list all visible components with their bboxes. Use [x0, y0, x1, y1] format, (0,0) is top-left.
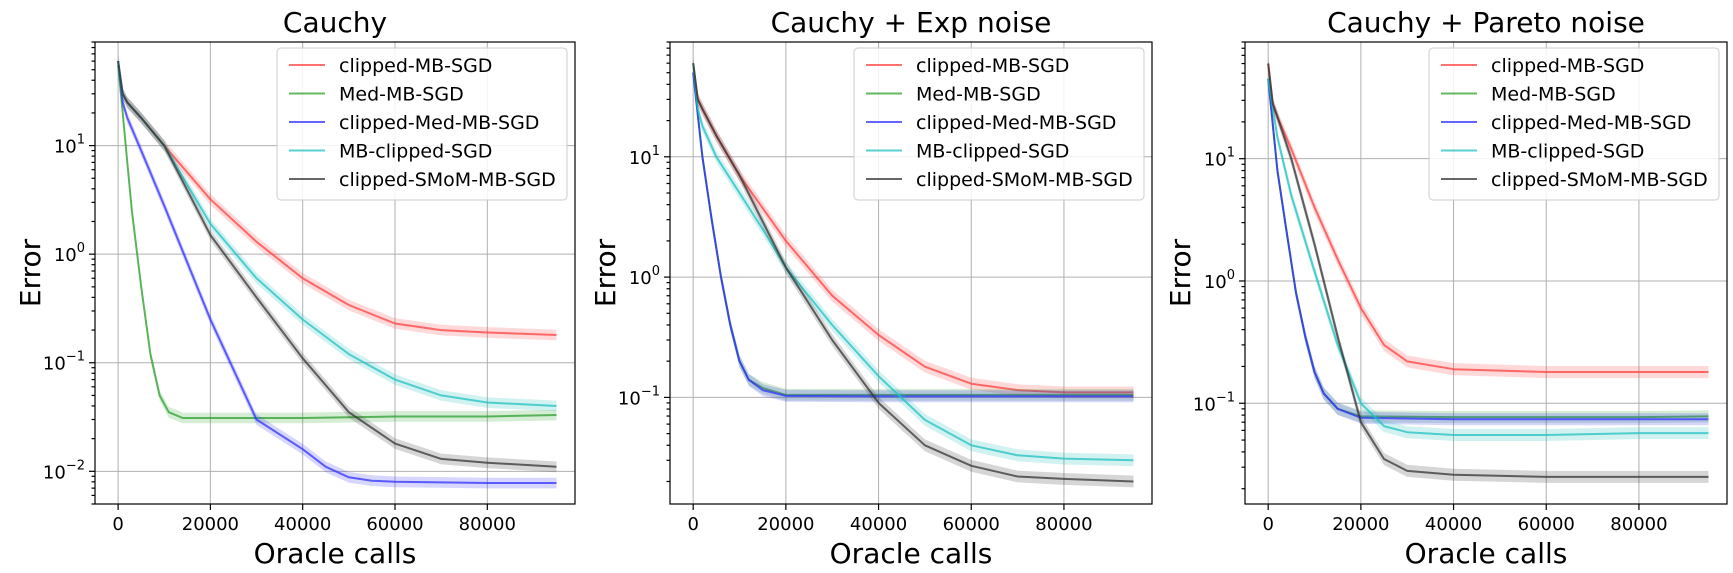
legend-label: Med-MB-SGD: [916, 84, 1041, 106]
legend-label: clipped-SMoM-MB-SGD: [1491, 169, 1708, 191]
series-line-clipped-med-mb-sgd: [117, 60, 557, 484]
series-line-clipped-smom-mb-sgd: [692, 63, 1134, 483]
legend-label: clipped-SMoM-MB-SGD: [916, 169, 1133, 191]
y-tick-label: 10−1: [1193, 390, 1235, 415]
series-line-clipped-smom-mb-sgd: [1267, 63, 1709, 478]
y-tick-label: 10−1: [43, 350, 85, 375]
series-line-mb-clipped-sgd: [692, 63, 1134, 462]
x-tick-label: 80000: [1610, 514, 1667, 535]
y-tick-label: 10−2: [43, 458, 85, 483]
x-axis-label: Oracle calls: [1405, 537, 1568, 570]
x-tick-label: 40000: [1425, 514, 1482, 535]
x-tick-label: 0: [112, 514, 123, 535]
legend-label: clipped-Med-MB-SGD: [916, 112, 1116, 134]
series-band-mb-clipped-sgd: [118, 55, 557, 412]
series-line-clipped-med-mb-sgd: [1267, 78, 1709, 421]
y-tick-label: 100: [54, 241, 85, 266]
legend-label: clipped-Med-MB-SGD: [339, 112, 539, 134]
chart-panel-2: Cauchy + Exp noise 0 20000 40000 60000 80000 1…: [589, 6, 1153, 570]
series-line-med-mb-sgd: [117, 65, 557, 419]
legend-label: clipped-SMoM-MB-SGD: [339, 169, 556, 191]
chart-title: Cauchy: [283, 6, 387, 39]
plot-frame: [1244, 41, 1728, 505]
y-tick-label: 100: [629, 264, 660, 289]
plot-frame: [94, 41, 576, 505]
legend-box: [276, 47, 568, 201]
x-tick-label: 0: [687, 514, 698, 535]
x-tick-label: 20000: [182, 514, 239, 535]
x-tick-label: 40000: [850, 514, 907, 535]
x-tick-label: 20000: [1332, 514, 1389, 535]
chart-title: Cauchy + Pareto noise: [1327, 6, 1645, 39]
legend-label: clipped-Med-MB-SGD: [1491, 112, 1691, 134]
y-axis-label: Error: [589, 238, 622, 307]
y-axis-label: Error: [1164, 238, 1197, 307]
legend-label: MB-clipped-SGD: [339, 141, 492, 163]
legend-box: [1428, 47, 1720, 201]
legend: clipped-MB-SGD Med-MB-SGD clipped-Med-MB-S…: [276, 47, 568, 201]
y-tick-label: 10−1: [618, 384, 660, 409]
x-axis-label: Oracle calls: [254, 537, 417, 570]
x-tick-label: 80000: [1035, 514, 1092, 535]
x-tick-label: 20000: [757, 514, 814, 535]
series-line-clipped-med-mb-sgd: [692, 72, 1134, 398]
series-line-mb-clipped-sgd: [1267, 78, 1709, 436]
y-tick-label: 100: [1204, 268, 1235, 293]
y-tick-label: 101: [54, 133, 85, 158]
x-tick-label: 0: [1262, 514, 1273, 535]
chart-title: Cauchy + Exp noise: [771, 6, 1052, 39]
legend-label: MB-clipped-SGD: [916, 141, 1069, 163]
x-tick-label: 60000: [1518, 514, 1575, 535]
y-axis-label: Error: [14, 238, 47, 307]
x-axis-label: Oracle calls: [830, 537, 993, 570]
series-line-clipped-smom-mb-sgd: [117, 60, 557, 468]
legend-label: clipped-MB-SGD: [916, 55, 1069, 77]
legend: clipped-MB-SGD Med-MB-SGD clipped-Med-MB-S…: [853, 47, 1145, 201]
x-tick-label: 40000: [274, 514, 331, 535]
legend-label: MB-clipped-SGD: [1491, 141, 1644, 163]
legend-box: [853, 47, 1145, 201]
legend-label: Med-MB-SGD: [1491, 84, 1616, 106]
plot-frame: [669, 41, 1153, 505]
legend-label: clipped-MB-SGD: [1491, 55, 1644, 77]
chart-panel-3: Cauchy + Pareto noise 0 20000 40000 60000 800…: [1164, 6, 1728, 570]
legend: clipped-MB-SGD Med-MB-SGD clipped-Med-MB-S…: [1428, 47, 1720, 201]
series-band-clipped-mb-sgd: [118, 55, 557, 341]
legend-label: clipped-MB-SGD: [339, 55, 492, 77]
x-tick-label: 60000: [943, 514, 1000, 535]
x-tick-label: 80000: [459, 514, 516, 535]
chart-panel-1: Cauchy 0 20000 40000 60000 80000 10−2 10−1 100 10…: [14, 6, 576, 570]
y-tick-label: 101: [629, 144, 660, 169]
x-tick-label: 60000: [366, 514, 423, 535]
legend-label: Med-MB-SGD: [339, 84, 464, 106]
y-tick-label: 101: [1204, 146, 1235, 171]
